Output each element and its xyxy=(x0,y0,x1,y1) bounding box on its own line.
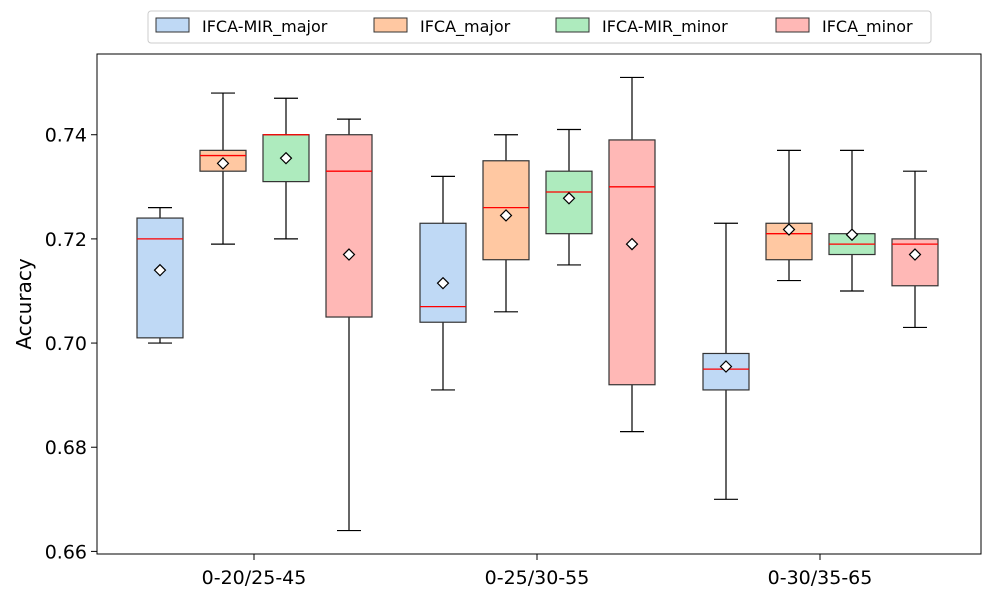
mean-marker xyxy=(499,209,513,222)
legend-swatch xyxy=(155,17,190,33)
legend-entry: IFCA_major xyxy=(373,17,511,37)
box-body xyxy=(419,222,467,323)
y-tick-label: 0.66 xyxy=(45,541,87,563)
plot-area-frame xyxy=(96,53,982,555)
legend-label: IFCA-MIR_major xyxy=(202,17,328,37)
mean-marker xyxy=(782,223,796,236)
legend-swatch xyxy=(373,17,408,33)
legend-frame xyxy=(147,10,932,44)
legend-entry: IFCA-MIR_minor xyxy=(555,17,728,37)
y-axis-label: Accuracy xyxy=(12,258,36,349)
mean-marker xyxy=(562,191,576,205)
y-tick-label: 0.68 xyxy=(45,437,87,459)
box-body xyxy=(136,217,184,339)
box-IFCA-MIR_major-0 xyxy=(136,207,184,344)
boxes-layer xyxy=(136,76,939,532)
box-IFCA_major-0 xyxy=(199,92,247,245)
mean-marker xyxy=(153,263,167,277)
legend-label: IFCA-MIR_minor xyxy=(602,17,728,37)
box-IFCA_minor-1 xyxy=(608,76,656,433)
mean-marker xyxy=(279,151,293,165)
box-IFCA-MIR_major-2 xyxy=(702,222,750,500)
legend: IFCA-MIR_major IFCA_major IFCA-MIR_minor IF… xyxy=(147,10,932,44)
box-body xyxy=(765,222,813,261)
y-tick-label: 0.72 xyxy=(45,229,87,251)
box-IFCA_minor-2 xyxy=(891,170,939,329)
box-body xyxy=(608,139,656,386)
box-IFCA_major-1 xyxy=(482,134,530,313)
legend-label: IFCA_minor xyxy=(822,17,913,37)
mean-marker xyxy=(216,157,230,170)
y-tick-label: 0.70 xyxy=(45,333,87,355)
box-body xyxy=(325,134,373,318)
x-tick-label: 0-30/35-65 xyxy=(768,567,873,589)
y-tick-label: 0.74 xyxy=(45,125,87,147)
mean-marker xyxy=(719,360,733,373)
x-tick-label: 0-20/25-45 xyxy=(202,567,307,589)
legend-swatch xyxy=(555,17,590,33)
box-IFCA_minor-0 xyxy=(325,118,373,532)
legend-entry: IFCA-MIR_major xyxy=(155,17,328,37)
box-IFCA-MIR_minor-0 xyxy=(262,97,310,240)
mean-marker xyxy=(625,237,639,251)
box-IFCA-MIR_minor-2 xyxy=(828,149,876,292)
legend-swatch xyxy=(775,17,810,33)
box-body xyxy=(262,134,310,183)
box-body xyxy=(891,238,939,287)
box-IFCA-MIR_major-1 xyxy=(419,175,467,391)
mean-marker xyxy=(845,228,859,242)
legend-entry: IFCA_minor xyxy=(775,17,913,37)
y-axis: 0.66 0.68 0.70 0.72 0.74 xyxy=(45,125,97,563)
mean-marker xyxy=(342,248,356,261)
box-IFCA-MIR_minor-1 xyxy=(545,128,593,266)
x-tick-label: 0-25/30-55 xyxy=(485,567,590,589)
mean-marker xyxy=(908,248,922,261)
legend-label: IFCA_major xyxy=(420,17,511,37)
box-IFCA_major-2 xyxy=(765,149,813,282)
x-axis: 0-20/25-45 0-25/30-55 0-30/35-65 xyxy=(202,554,873,589)
mean-marker xyxy=(436,276,450,290)
